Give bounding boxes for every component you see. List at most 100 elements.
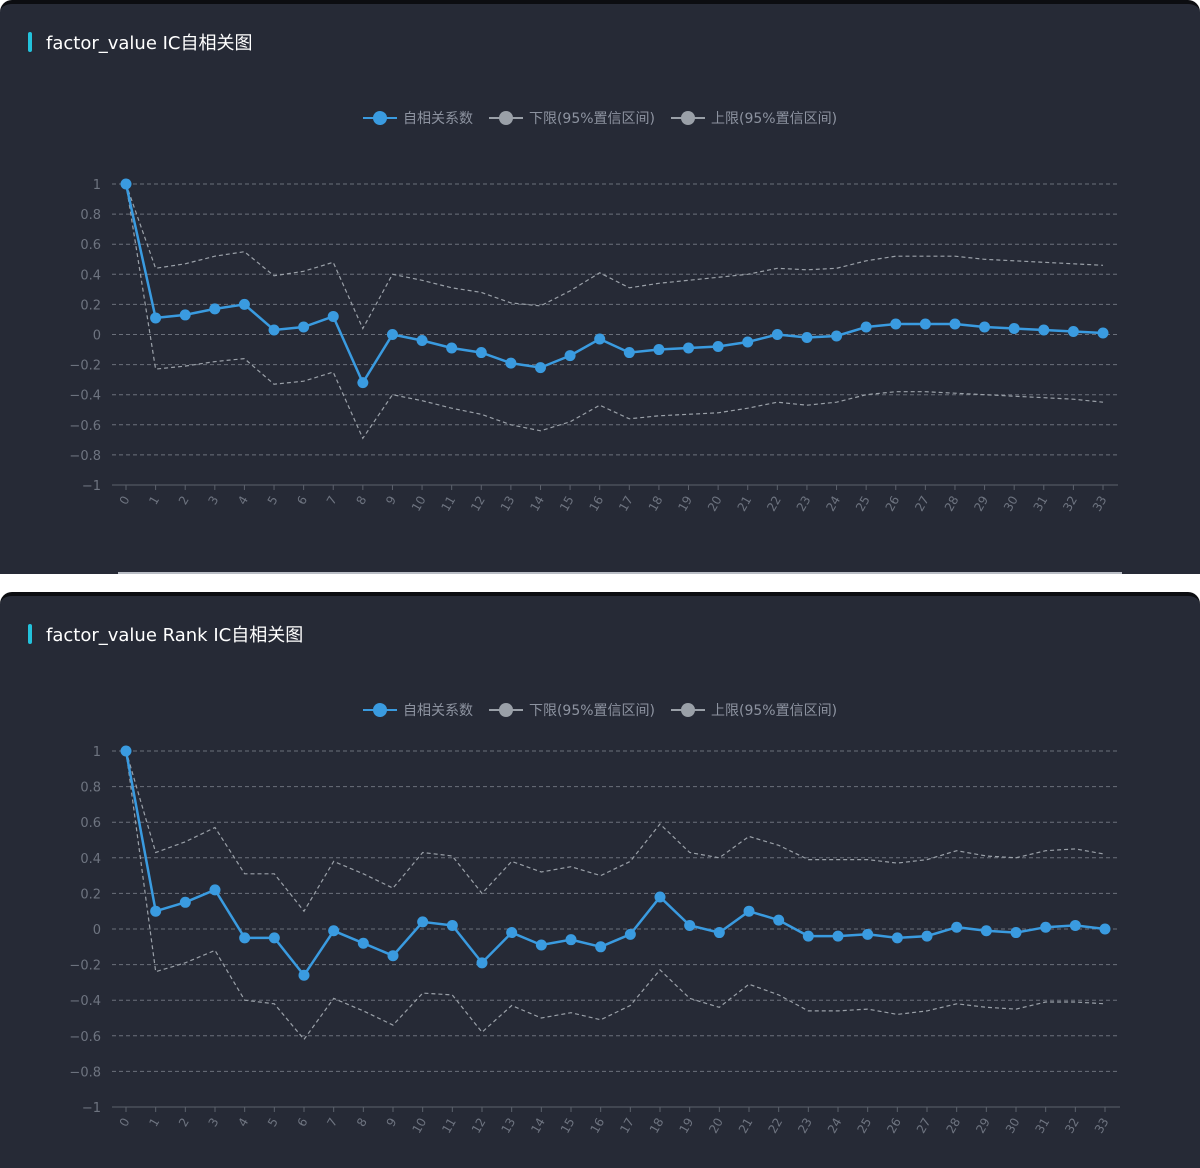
data-point (1069, 919, 1081, 931)
data-point (653, 344, 665, 356)
y-tick-label: 0.8 (80, 781, 101, 796)
chart-title: factor_value Rank IC自相关图 (46, 625, 304, 646)
data-point (860, 321, 872, 333)
x-tick-label: 30 (1003, 1116, 1023, 1136)
x-tick-label: 8 (354, 494, 370, 508)
data-point (623, 347, 635, 359)
legend-swatch-icon (488, 111, 523, 125)
data-point (446, 342, 458, 354)
x-tick-label: 3 (206, 1116, 222, 1130)
y-tick-label: −0.2 (69, 359, 101, 374)
legend-swatch-icon (488, 703, 523, 717)
data-point (1038, 324, 1050, 336)
data-point (505, 357, 517, 369)
y-tick-label: 0 (93, 923, 101, 938)
rank-ic-autocorrelation-panel: factor_value Rank IC自相关图 自相关系数 下限(95%置信区… (0, 592, 1200, 1168)
legend-item-upper-bound[interactable]: 上限(95%置信区间) (671, 108, 837, 128)
x-tick-label: 27 (914, 1116, 934, 1136)
data-point (1097, 327, 1109, 339)
data-point (357, 937, 369, 949)
data-point (921, 930, 933, 942)
legend-label: 上限(95%置信区间) (711, 111, 838, 127)
data-point (357, 377, 369, 389)
x-tick-label: 14 (528, 1116, 548, 1136)
data-point (327, 310, 339, 322)
x-tick-label: 4 (235, 494, 251, 508)
x-tick-label: 7 (324, 494, 340, 508)
data-point (594, 333, 606, 345)
legend-item-lower-bound[interactable]: 下限(95%置信区间) (488, 108, 655, 128)
y-tick-label: −0.4 (69, 994, 101, 1009)
x-tick-label: 16 (587, 1116, 607, 1136)
data-point (683, 342, 695, 354)
x-tick-label: 31 (1031, 494, 1051, 514)
chart-legend[interactable]: 自相关系数 下限(95%置信区间) 上限(95%置信区间) (0, 108, 1200, 128)
x-tick-label: 11 (438, 494, 458, 514)
data-point (801, 332, 813, 344)
ic-autocorrelation-chart: 10.80.60.40.20−0.2−0.4−0.6−0.8−10 1 2 3 4 5 6 7… (69, 178, 1118, 514)
chart-title: factor_value IC自相关图 (46, 33, 253, 54)
chart-legend[interactable]: 自相关系数 下限(95%置信区间) 上限(95%置信区间) (0, 700, 1200, 720)
data-point (742, 336, 754, 348)
legend-label: 下限(95%置信区间) (528, 703, 655, 719)
x-tick-label: 25 (853, 494, 873, 514)
series-line-upper-bound (125, 183, 1104, 330)
x-tick-label: 3 (205, 494, 221, 508)
x-tick-label: 19 (675, 494, 695, 514)
y-tick-label: −0.8 (69, 1065, 101, 1080)
legend-label: 上限(95%置信区间) (711, 703, 838, 719)
legend-item-acf[interactable]: 自相关系数 (362, 108, 473, 128)
data-point (773, 914, 785, 926)
x-tick-label: 13 (498, 1116, 518, 1136)
legend-item-upper-bound[interactable]: 上限(95%置信区间) (671, 700, 837, 720)
y-tick-label: 0.4 (80, 852, 101, 867)
x-tick-label: 8 (354, 1116, 370, 1130)
y-tick-label: 1 (93, 745, 101, 760)
data-point (654, 891, 666, 903)
y-tick-label: 0 (93, 329, 101, 344)
x-tick-label: 11 (439, 1116, 459, 1136)
x-tick-label: 16 (587, 494, 607, 514)
legend-item-acf[interactable]: 自相关系数 (362, 700, 473, 720)
x-tick-label: 15 (557, 494, 577, 514)
data-point (150, 905, 162, 917)
legend-swatch-icon (362, 703, 397, 717)
data-point (980, 925, 992, 937)
x-tick-label: 20 (705, 494, 725, 514)
data-point (684, 919, 696, 931)
y-tick-label: −0.8 (69, 449, 101, 464)
legend-label: 自相关系数 (402, 111, 473, 127)
x-tick-label: 21 (735, 494, 755, 514)
x-tick-label: 2 (176, 1116, 192, 1130)
series-line-lower-bound (125, 183, 1104, 440)
y-tick-label: 0.6 (80, 816, 101, 831)
data-point (832, 930, 844, 942)
x-tick-label: 5 (265, 1116, 281, 1130)
x-tick-label: 10 (409, 494, 429, 514)
x-tick-label: 33 (1090, 494, 1110, 514)
legend-item-lower-bound[interactable]: 下限(95%置信区间) (488, 700, 655, 720)
data-point (713, 927, 725, 939)
data-point (743, 905, 755, 917)
x-tick-label: 6 (295, 1116, 311, 1130)
x-tick-label: 29 (971, 494, 991, 514)
x-tick-label: 28 (943, 1116, 963, 1136)
y-tick-label: −1 (82, 1101, 101, 1116)
x-tick-label: 23 (795, 1116, 815, 1136)
x-tick-label: 13 (498, 494, 518, 514)
data-point (416, 335, 428, 347)
rank-ic-autocorrelation-chart: 10.80.60.40.20−0.2−0.4−0.6−0.8−10 1 2 3 4 5 6 7… (69, 745, 1120, 1136)
data-point (476, 957, 488, 969)
data-point (209, 884, 221, 896)
x-tick-label: 22 (765, 1116, 785, 1136)
data-point (1010, 927, 1022, 939)
x-tick-label: 15 (558, 1116, 578, 1136)
x-tick-label: 18 (646, 494, 666, 514)
x-tick-label: 24 (825, 1116, 845, 1136)
y-tick-label: −0.6 (69, 1030, 101, 1045)
x-tick-label: 32 (1060, 494, 1080, 514)
x-tick-label: 30 (1001, 494, 1021, 514)
x-tick-label: 14 (527, 494, 547, 514)
data-point (120, 178, 132, 190)
x-tick-label: 24 (823, 494, 843, 514)
